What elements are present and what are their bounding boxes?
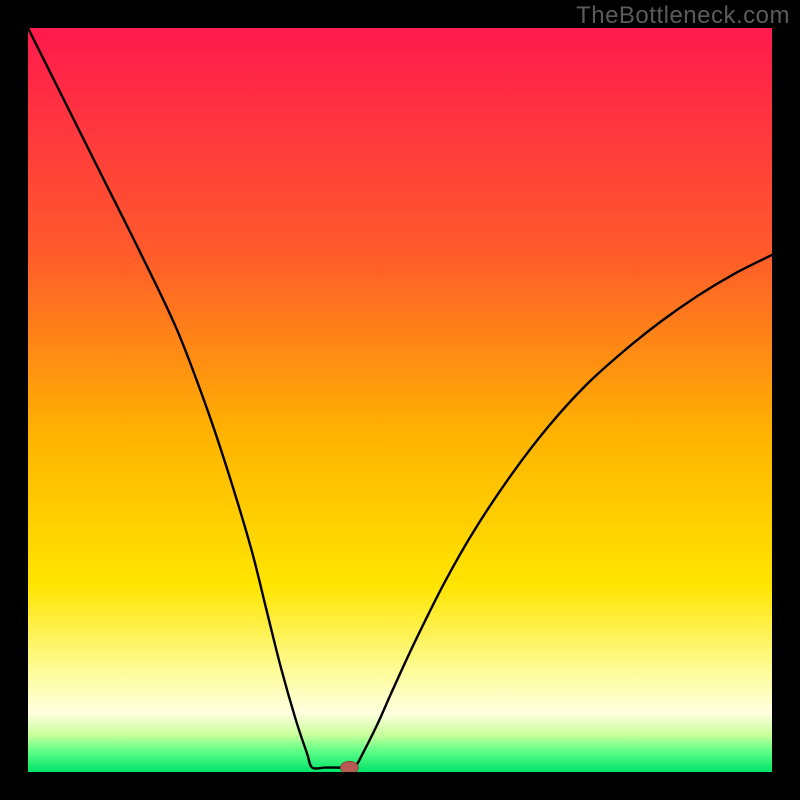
chart-panel	[28, 28, 772, 772]
optimal-point-marker	[340, 761, 358, 772]
chart-container: TheBottleneck.com	[0, 0, 800, 800]
watermark-text: TheBottleneck.com	[576, 2, 790, 30]
chart-svg	[28, 28, 772, 772]
chart-background	[28, 28, 772, 772]
